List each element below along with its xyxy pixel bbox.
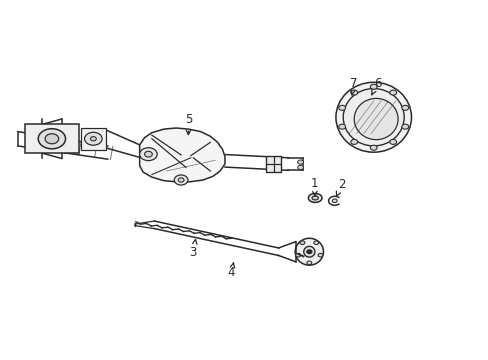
Ellipse shape	[335, 82, 411, 152]
Circle shape	[297, 160, 303, 164]
Circle shape	[401, 124, 408, 129]
Circle shape	[313, 241, 318, 244]
Circle shape	[178, 178, 183, 182]
Circle shape	[140, 148, 157, 161]
Circle shape	[317, 253, 322, 257]
Polygon shape	[25, 125, 79, 153]
Polygon shape	[140, 128, 224, 182]
Circle shape	[338, 105, 345, 110]
Circle shape	[369, 84, 376, 89]
Text: 3: 3	[189, 239, 197, 259]
Circle shape	[295, 253, 300, 257]
Circle shape	[144, 151, 152, 157]
Text: 5: 5	[184, 113, 192, 135]
Polygon shape	[81, 128, 105, 149]
Circle shape	[297, 165, 303, 170]
Ellipse shape	[303, 246, 314, 257]
Circle shape	[38, 129, 65, 149]
Circle shape	[90, 136, 96, 141]
Circle shape	[389, 139, 396, 144]
Text: 4: 4	[227, 263, 235, 279]
Text: 7: 7	[350, 77, 357, 95]
Ellipse shape	[295, 238, 323, 265]
Text: 6: 6	[371, 77, 381, 95]
Circle shape	[350, 139, 357, 144]
Text: 1: 1	[310, 177, 317, 196]
Circle shape	[174, 175, 187, 185]
Circle shape	[338, 124, 345, 129]
Circle shape	[401, 105, 408, 110]
Ellipse shape	[343, 89, 404, 146]
Circle shape	[389, 90, 396, 95]
Ellipse shape	[353, 98, 397, 140]
Circle shape	[369, 145, 376, 150]
Ellipse shape	[308, 193, 322, 202]
Circle shape	[306, 261, 311, 265]
Ellipse shape	[331, 199, 336, 203]
Polygon shape	[266, 156, 281, 172]
Circle shape	[350, 90, 357, 95]
Circle shape	[84, 132, 102, 145]
Circle shape	[306, 250, 311, 253]
Circle shape	[300, 241, 305, 244]
Circle shape	[45, 134, 59, 144]
Text: 2: 2	[336, 178, 345, 196]
Ellipse shape	[311, 196, 318, 200]
